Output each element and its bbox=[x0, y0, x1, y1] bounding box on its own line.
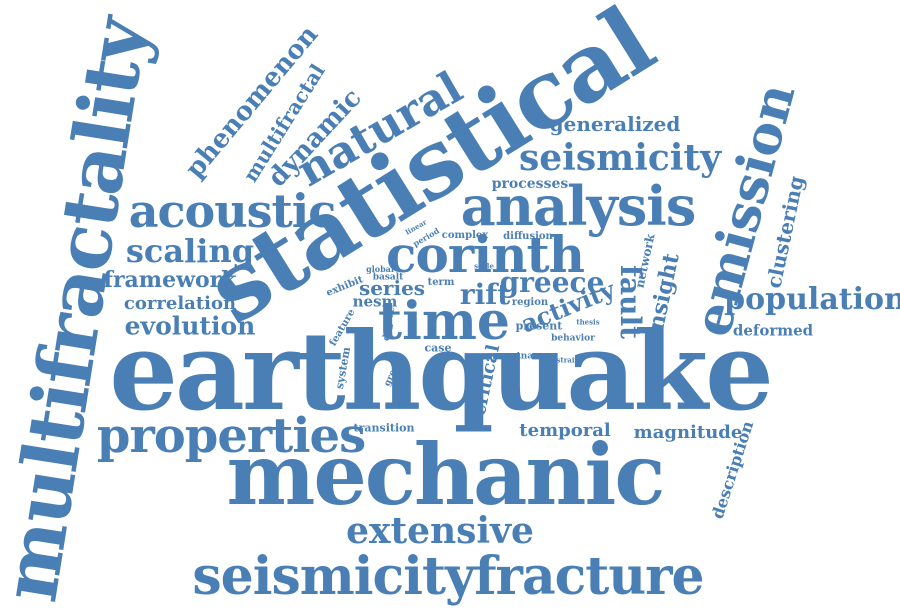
word-magnitude: magnitude bbox=[633, 422, 743, 443]
word-processes: processes bbox=[491, 176, 569, 192]
word-acoustic: acoustic bbox=[128, 184, 337, 238]
word-generalized: generalized bbox=[549, 112, 681, 136]
word-term: term bbox=[427, 277, 455, 288]
word-mechanic: mechanic bbox=[226, 425, 665, 524]
word-population: population bbox=[724, 282, 900, 317]
word-extensive: extensive bbox=[346, 510, 534, 552]
word-region: region bbox=[511, 297, 549, 308]
word-strain: strain bbox=[556, 355, 580, 365]
word-scaling: scaling bbox=[125, 232, 255, 270]
word-present: present bbox=[515, 319, 563, 333]
word-rift: rift bbox=[459, 278, 511, 311]
word-greece: greece bbox=[499, 266, 605, 299]
word-nesm: nesm bbox=[352, 292, 398, 311]
word-transition: transition bbox=[353, 421, 415, 435]
word-properties: properties bbox=[96, 408, 366, 464]
word-deformed: deformed bbox=[732, 321, 814, 340]
word-temporal: temporal bbox=[519, 420, 611, 441]
word-case: case bbox=[424, 341, 452, 355]
word-framework: framework bbox=[103, 267, 237, 293]
word-scale: scale bbox=[474, 261, 494, 271]
word-complex: complex bbox=[441, 230, 489, 241]
word-thesis: thesis bbox=[576, 317, 600, 327]
word-time: time bbox=[378, 291, 510, 352]
word-behavior: behavior bbox=[551, 333, 595, 344]
word-global: global bbox=[366, 264, 394, 274]
word-earthquake: earthquake bbox=[109, 309, 774, 435]
word-analysis: analysis bbox=[460, 174, 696, 238]
word-correlation: correlation bbox=[123, 293, 237, 314]
word-evolution: evolution bbox=[124, 311, 256, 341]
word-diffusion: diffusion bbox=[503, 231, 553, 242]
word-seismicityfracture: seismicityfracture bbox=[192, 546, 704, 607]
word-etna: etna bbox=[510, 351, 534, 362]
word-series: series bbox=[358, 276, 426, 300]
word-seismicity: seismicity bbox=[518, 137, 722, 179]
word-corinth: corinth bbox=[386, 225, 585, 284]
word-basalt: basalt bbox=[372, 272, 404, 283]
